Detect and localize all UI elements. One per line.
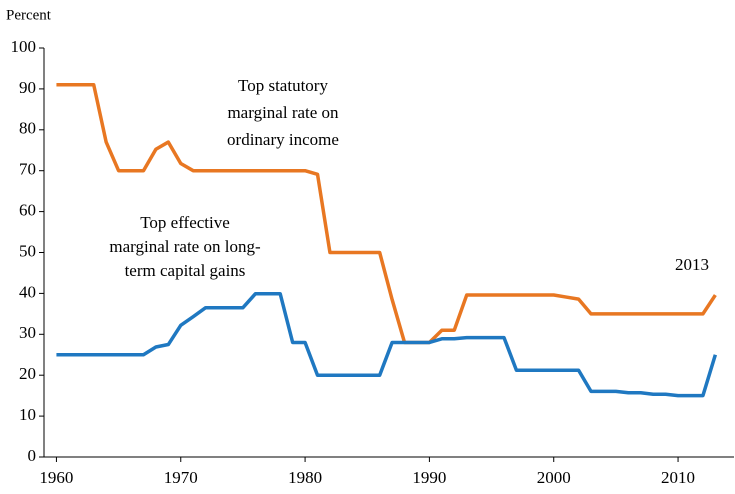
annotation: marginal rate on bbox=[227, 103, 339, 122]
y-tick-label: 10 bbox=[19, 405, 36, 424]
x-tick-label: 1990 bbox=[412, 468, 446, 487]
y-tick-label: 20 bbox=[19, 364, 36, 383]
y-tick-label: 90 bbox=[19, 78, 36, 97]
y-tick-label: 30 bbox=[19, 323, 36, 342]
y-tick-label: 100 bbox=[11, 37, 37, 56]
annotation: ordinary income bbox=[227, 130, 339, 149]
y-axis-label: Percent bbox=[6, 7, 52, 23]
annotation: term capital gains bbox=[125, 261, 246, 280]
x-tick-label: 1960 bbox=[39, 468, 73, 487]
annotation: Top effective bbox=[140, 213, 230, 232]
y-tick-label: 0 bbox=[28, 446, 37, 465]
x-tick-label: 2010 bbox=[661, 468, 695, 487]
annotation: 2013 bbox=[675, 255, 709, 274]
series-line bbox=[56, 292, 718, 398]
y-tick-label: 50 bbox=[19, 241, 36, 260]
x-tick-label: 1980 bbox=[288, 468, 322, 487]
y-tick-label: 70 bbox=[19, 160, 36, 179]
y-tick-label: 60 bbox=[19, 201, 36, 220]
y-tick-label: 80 bbox=[19, 119, 36, 138]
y-tick-label: 40 bbox=[19, 282, 36, 301]
series-line bbox=[56, 83, 717, 345]
x-tick-label: 2000 bbox=[537, 468, 571, 487]
x-tick-label: 1970 bbox=[164, 468, 198, 487]
annotation: Top statutory bbox=[238, 76, 328, 95]
annotation: marginal rate on long- bbox=[109, 237, 261, 256]
